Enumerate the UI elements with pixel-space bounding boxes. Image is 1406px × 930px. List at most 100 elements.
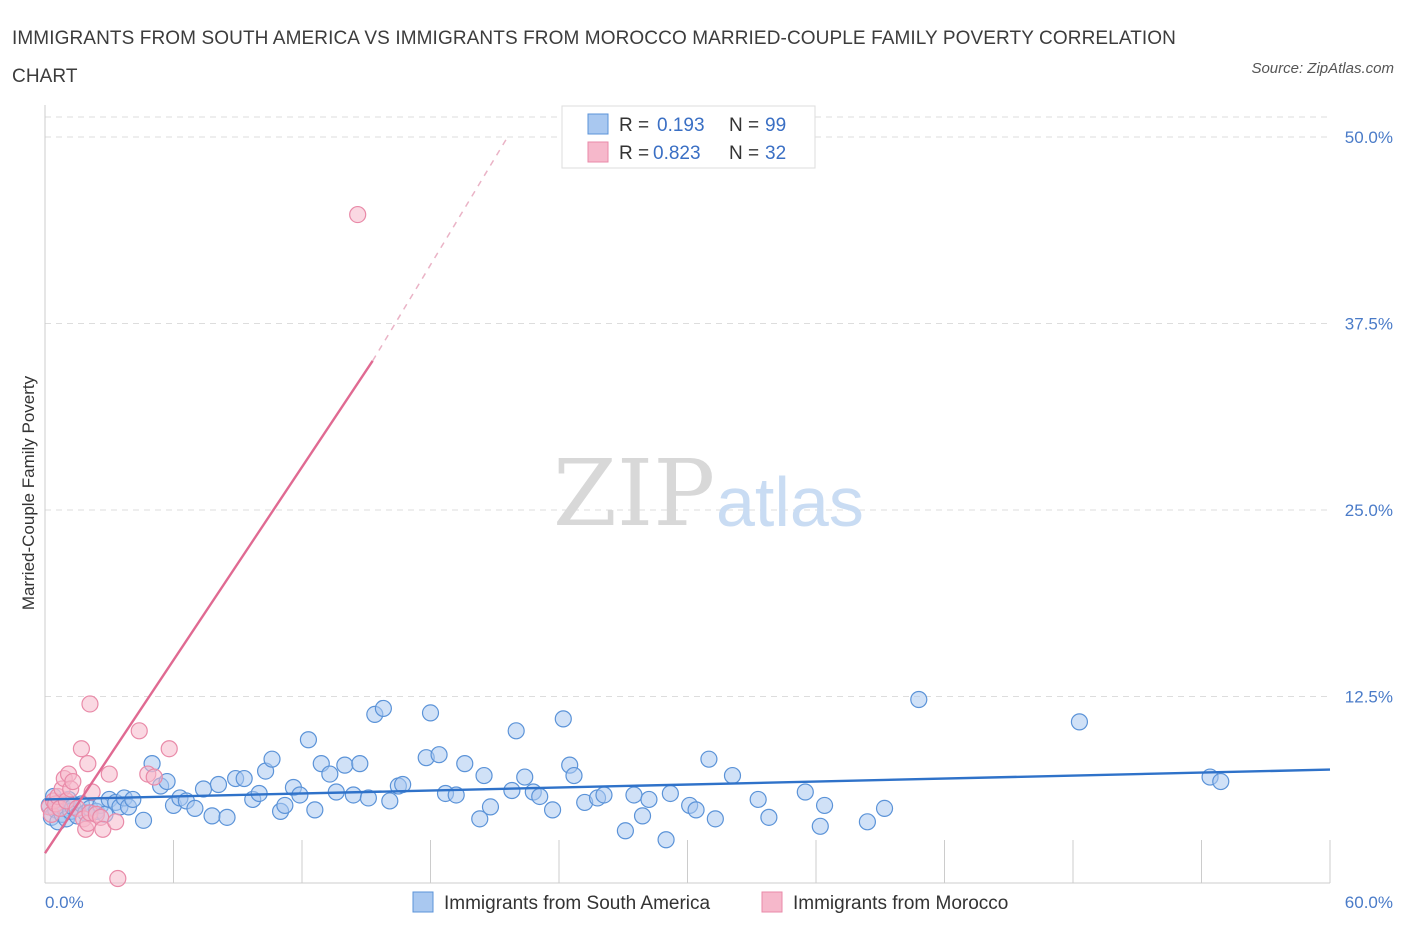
data-point: [640, 790, 658, 809]
series-legend-label-morocco: Immigrants from Morocco: [793, 893, 1008, 914]
data-point: [565, 766, 583, 785]
legend-n-value-pink: 32: [765, 143, 786, 164]
data-point: [625, 786, 643, 804]
zipatlas-watermark: ZIP atlas: [553, 440, 864, 547]
data-point: [336, 756, 354, 774]
legend-n-label-pink: N =: [729, 143, 759, 164]
x-ticks: [173, 840, 1331, 883]
data-point: [299, 731, 318, 749]
data-point: [276, 796, 294, 815]
data-point: [554, 710, 572, 728]
data-point: [349, 205, 367, 224]
data-point: [481, 798, 500, 816]
x-tick-label-min: 0.0%: [45, 893, 84, 912]
series-legend: Immigrants from South America Immigrants…: [412, 891, 1008, 914]
data-point: [507, 722, 525, 740]
stats-legend: R = 0.193 N = 99 R = 0.823 N = 32: [561, 105, 816, 169]
trend-line-morocco-extension: [372, 136, 509, 362]
data-point: [1070, 713, 1089, 731]
data-point: [186, 799, 204, 818]
data-point: [595, 786, 613, 804]
data-point: [218, 808, 236, 826]
legend-r-label-blue: R =: [619, 115, 649, 136]
legend-r-value-pink: 0.823: [653, 143, 701, 164]
data-point: [657, 831, 675, 849]
y-tick-label: 25.0%: [1345, 501, 1393, 520]
trend-lines: [44, 136, 1331, 854]
y-tick-label: 37.5%: [1345, 315, 1393, 334]
data-point: [64, 772, 82, 791]
data-point: [616, 822, 634, 840]
data-point: [145, 768, 163, 786]
series-legend-swatch-pink: [761, 891, 783, 913]
data-point: [130, 722, 148, 740]
legend-r-label-pink: R =: [619, 143, 649, 164]
y-tick-label: 50.0%: [1345, 128, 1393, 147]
legend-swatch-blue: [587, 113, 609, 135]
y-tick-label: 12.5%: [1345, 688, 1393, 707]
data-point: [109, 869, 127, 888]
data-point: [100, 765, 118, 783]
data-point: [374, 699, 392, 718]
data-point: [503, 781, 521, 800]
data-point: [471, 810, 489, 828]
trend-line-south-america: [44, 768, 1331, 801]
source-note: Source: ZipAtlas.com: [1251, 60, 1394, 77]
data-point: [291, 786, 309, 804]
data-point: [107, 813, 125, 831]
data-point: [1212, 772, 1230, 791]
data-point: [811, 817, 829, 835]
series-morocco-points: [40, 205, 367, 888]
chart-title: IMMIGRANTS FROM SOUTH AMERICA VS IMMIGRA…: [12, 28, 1176, 87]
data-point: [543, 801, 562, 819]
data-point: [160, 740, 178, 758]
data-point: [875, 799, 894, 818]
data-point: [306, 801, 324, 819]
watermark-atlas: atlas: [716, 463, 864, 541]
series-south-america-points: [40, 690, 1230, 849]
data-point: [321, 765, 339, 783]
data-point: [531, 787, 549, 806]
legend-r-value-blue: 0.193: [657, 115, 705, 136]
data-point: [394, 775, 412, 794]
data-point: [700, 750, 718, 768]
data-point: [381, 792, 399, 810]
data-point: [706, 810, 724, 828]
data-point: [749, 790, 767, 809]
legend-n-label-blue: N =: [729, 115, 759, 136]
series-legend-label-south-america: Immigrants from South America: [444, 893, 711, 914]
data-point: [421, 704, 440, 722]
trend-line-morocco: [44, 360, 374, 854]
data-point: [456, 755, 474, 773]
data-point: [633, 807, 652, 825]
legend-swatch-pink: [587, 141, 609, 163]
data-point: [475, 766, 493, 785]
data-point: [430, 746, 448, 764]
data-point: [910, 690, 928, 709]
data-point: [516, 768, 534, 786]
data-point: [124, 790, 142, 809]
data-point: [344, 786, 362, 804]
data-point: [359, 789, 377, 807]
data-point: [79, 755, 97, 773]
data-point: [760, 808, 778, 826]
data-point: [72, 740, 91, 758]
data-point: [263, 750, 281, 768]
data-point: [723, 766, 742, 785]
x-tick-label-max: 60.0%: [1345, 893, 1393, 912]
data-point: [81, 695, 99, 713]
data-point: [815, 796, 834, 815]
data-point: [235, 769, 253, 788]
y-tick-labels: 12.5% 25.0% 37.5% 50.0%: [1345, 128, 1393, 707]
data-point: [858, 813, 877, 831]
data-point: [203, 807, 221, 825]
data-point: [209, 775, 228, 794]
series-legend-swatch-blue: [412, 891, 434, 913]
data-point: [796, 783, 814, 801]
grid-lines: [45, 116, 1330, 697]
legend-n-value-blue: 99: [765, 115, 786, 136]
watermark-zip: ZIP: [553, 440, 715, 547]
data-point: [134, 811, 153, 829]
data-point: [687, 801, 705, 819]
